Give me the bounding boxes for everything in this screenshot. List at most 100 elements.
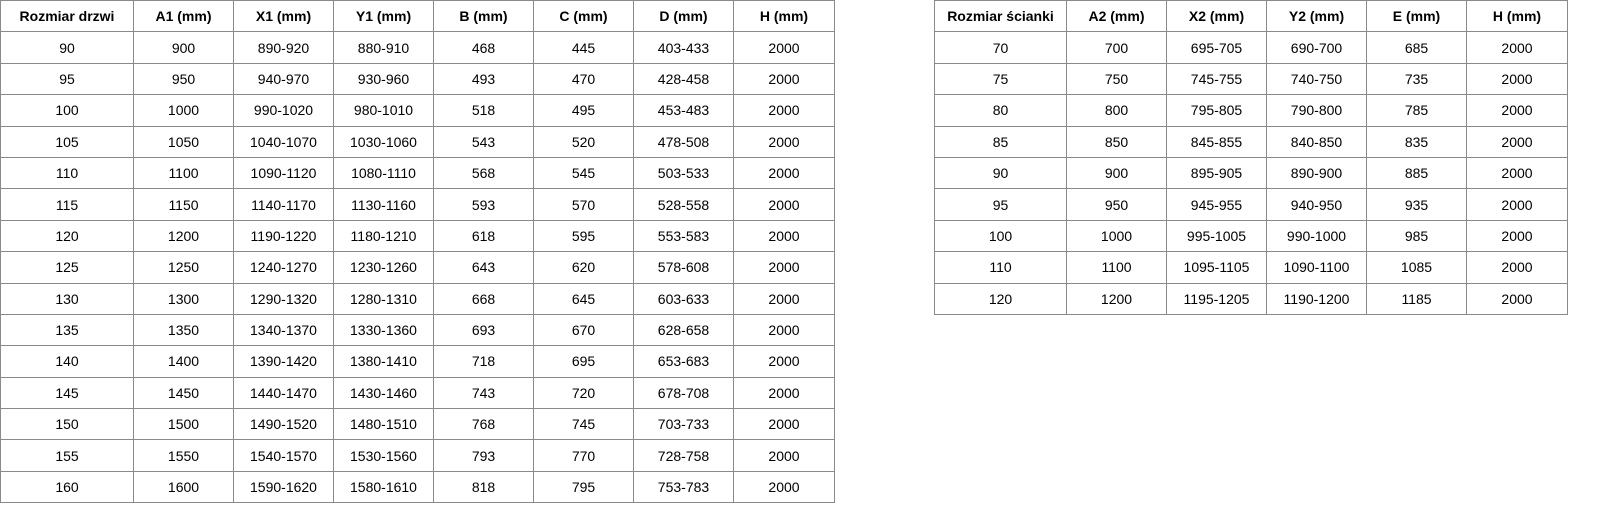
table-row: 110 1100 1095-1105 1090-1100 1085 2000: [934, 251, 1568, 284]
table-cell: 995-1005: [1166, 219, 1267, 253]
table-cell: 155: [0, 439, 134, 472]
table-cell: 2000: [733, 376, 835, 410]
table-cell: 1330-1360: [333, 313, 434, 347]
table-row: 90 900 895-905 890-900 885 2000: [934, 156, 1568, 190]
table-cell: 703-733: [633, 408, 734, 441]
table-cell: 670: [533, 313, 634, 347]
table-cell: 1340-1370: [233, 313, 334, 347]
table-cell: 110: [934, 251, 1067, 284]
table-row: 75 750 745-755 740-750 735 2000: [934, 62, 1568, 96]
column-header: A1 (mm): [133, 0, 234, 33]
column-header: E (mm): [1366, 0, 1467, 33]
table-row: 80 800 795-805 790-800 785 2000: [934, 94, 1568, 127]
wall-size-table: Rozmiar ścianki A2 (mm) X2 (mm) Y2 (mm) E (m…: [934, 0, 1568, 315]
table-cell: 935: [1366, 188, 1467, 221]
table-cell: 115: [0, 188, 134, 221]
table-cell: 2000: [1466, 156, 1568, 190]
table-cell: 2000: [733, 31, 835, 64]
table-cell: 2000: [733, 313, 835, 347]
table-cell: 890-900: [1266, 156, 1367, 190]
table-cell: 2000: [733, 408, 835, 441]
table-cell: 445: [533, 31, 634, 64]
table-cell: 518: [433, 94, 534, 127]
column-header: X2 (mm): [1166, 0, 1267, 33]
table-cell: 1250: [133, 251, 234, 284]
table-cell: 2000: [1466, 282, 1568, 315]
table-cell: 1540-1570: [233, 439, 334, 472]
table-cell: 2000: [733, 188, 835, 221]
table-cell: 835: [1366, 125, 1467, 158]
table-cell: 130: [0, 282, 134, 315]
table-cell: 1530-1560: [333, 439, 434, 472]
table-cell: 470: [533, 62, 634, 96]
table-cell: 685: [1366, 31, 1467, 64]
table-cell: 593: [433, 188, 534, 221]
table-cell: 1500: [133, 408, 234, 441]
table-cell: 595: [533, 219, 634, 253]
table-cell: 845-855: [1166, 125, 1267, 158]
table-cell: 145: [0, 376, 134, 410]
table-cell: 495: [533, 94, 634, 127]
table-row: 125 1250 1240-1270 1230-1260 643 620 578-608 20…: [0, 251, 835, 284]
table-cell: 700: [1066, 31, 1167, 64]
table-cell: 2000: [1466, 125, 1568, 158]
table-cell: 990-1000: [1266, 219, 1367, 253]
table-cell: 95: [934, 188, 1067, 221]
table-cell: 1350: [133, 313, 234, 347]
table-cell: 1080-1110: [333, 156, 434, 190]
table-cell: 620: [533, 251, 634, 284]
table-cell: 1290-1320: [233, 282, 334, 315]
table-cell: 950: [133, 62, 234, 96]
table-row: 85 850 845-855 840-850 835 2000: [934, 125, 1568, 158]
column-header: C (mm): [533, 0, 634, 33]
table-cell: 1090-1120: [233, 156, 334, 190]
table-cell: 750: [1066, 62, 1167, 96]
table-cell: 900: [1066, 156, 1167, 190]
table-cell: 2000: [733, 156, 835, 190]
table-cell: 1300: [133, 282, 234, 315]
table-cell: 740-750: [1266, 62, 1367, 96]
table-cell: 1380-1410: [333, 345, 434, 378]
table-cell: 1150: [133, 188, 234, 221]
table-cell: 2000: [1466, 94, 1568, 127]
table-cell: 603-633: [633, 282, 734, 315]
table-cell: 1190-1220: [233, 219, 334, 253]
table-cell: 1195-1205: [1166, 282, 1267, 315]
table-cell: 745-755: [1166, 62, 1267, 96]
table-cell: 503-533: [633, 156, 734, 190]
table-row: 140 1400 1390-1420 1380-1410 718 695 653-683 20…: [0, 345, 835, 378]
table-cell: 545: [533, 156, 634, 190]
table-cell: 840-850: [1266, 125, 1367, 158]
column-header: A2 (mm): [1066, 0, 1167, 33]
table-cell: 1590-1620: [233, 470, 334, 504]
table-cell: 110: [0, 156, 134, 190]
table-cell: 695-705: [1166, 31, 1267, 64]
table-cell: 105: [0, 125, 134, 158]
table-cell: 785: [1366, 94, 1467, 127]
table-cell: 140: [0, 345, 134, 378]
table-cell: 1600: [133, 470, 234, 504]
table-cell: 468: [433, 31, 534, 64]
table-cell: 2000: [733, 345, 835, 378]
table-cell: 1180-1210: [333, 219, 434, 253]
table-row: 145 1450 1440-1470 1430-1460 743 720 678-708 20…: [0, 376, 835, 410]
table-cell: 1440-1470: [233, 376, 334, 410]
table-row: 110 1100 1090-1120 1080-1110 568 545 503-533 20…: [0, 156, 835, 190]
table-cell: 85: [934, 125, 1067, 158]
table-cell: 100: [0, 94, 134, 127]
table-cell: 2000: [733, 282, 835, 315]
table-row: 135 1350 1340-1370 1330-1360 693 670 628-658 20…: [0, 313, 835, 347]
table-cell: 2000: [733, 439, 835, 472]
table-cell: 75: [934, 62, 1067, 96]
table-cell: 1095-1105: [1166, 251, 1267, 284]
table-cell: 890-920: [233, 31, 334, 64]
table-cell: 1100: [1066, 251, 1167, 284]
table-cell: 135: [0, 313, 134, 347]
table-cell: 990-1020: [233, 94, 334, 127]
table-cell: 453-483: [633, 94, 734, 127]
table-cell: 735: [1366, 62, 1467, 96]
table-cell: 2000: [733, 470, 835, 504]
table-cell: 1190-1200: [1266, 282, 1367, 315]
table-row: 100 1000 995-1005 990-1000 985 2000: [934, 219, 1568, 253]
table-cell: 695: [533, 345, 634, 378]
